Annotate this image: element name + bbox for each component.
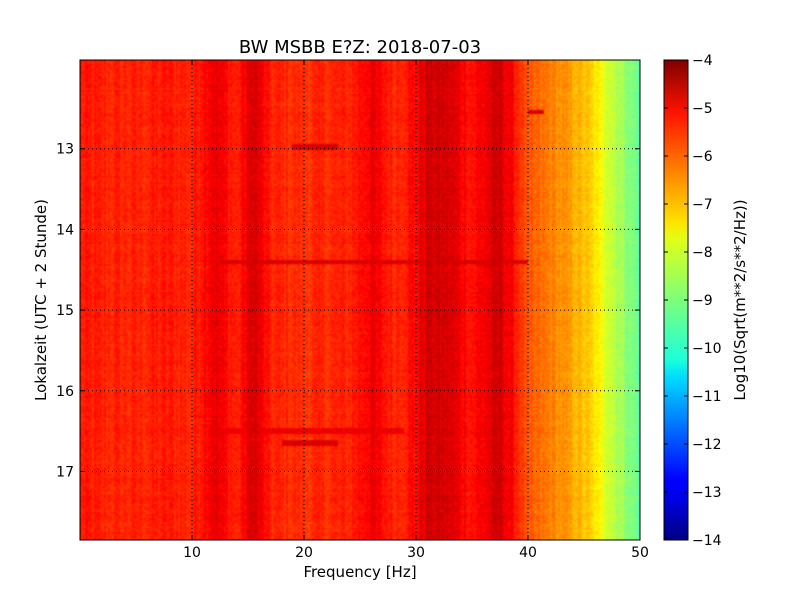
chart-title: BW MSBB E?Z: 2018-07-03	[239, 37, 481, 58]
colorbar-tick-label: −13	[692, 485, 722, 501]
x-axis-label: Frequency [Hz]	[303, 563, 416, 581]
x-axis: 10 20 30 40 50	[183, 60, 649, 561]
x-tick-label: 30	[407, 545, 425, 561]
x-tick-label: 20	[295, 545, 313, 561]
spectrogram-heatmap	[80, 60, 640, 540]
colorbar-tick-label: −14	[692, 533, 722, 549]
colorbar-axis: −4 −5 −6 −7 −8 −9 −10 −11 −12 −13 −14	[664, 53, 722, 549]
y-tick-label: 13	[56, 142, 74, 158]
colorbar-label: Log10(Sqrt(m**2/s**2/Hz))	[731, 199, 749, 400]
y-tick-label: 16	[56, 384, 74, 400]
colorbar-tick-label: −5	[692, 101, 713, 117]
colorbar-tick-label: −12	[692, 437, 722, 453]
colorbar-tick-label: −6	[692, 149, 713, 165]
y-tick-label: 17	[56, 464, 74, 480]
y-tick-label: 14	[56, 222, 74, 238]
x-tick-label: 50	[631, 545, 649, 561]
y-tick-label: 15	[56, 303, 74, 319]
colorbar-tick-label: −8	[692, 245, 713, 261]
colorbar-tick-label: −10	[692, 341, 722, 357]
x-tick-label: 40	[519, 545, 537, 561]
colorbar-tick-label: −9	[692, 293, 713, 309]
colorbar-tick-label: −7	[692, 197, 713, 213]
colorbar-tick-label: −11	[692, 389, 722, 405]
x-tick-label: 10	[183, 545, 201, 561]
colorbar-tick-label: −4	[692, 53, 713, 69]
plot-frame	[79, 59, 641, 541]
y-axis-label: Lokalzeit (UTC + 2 Stunde)	[32, 199, 50, 401]
y-axis: 13 14 15 16 17	[56, 142, 640, 480]
grid-lines	[80, 60, 640, 540]
